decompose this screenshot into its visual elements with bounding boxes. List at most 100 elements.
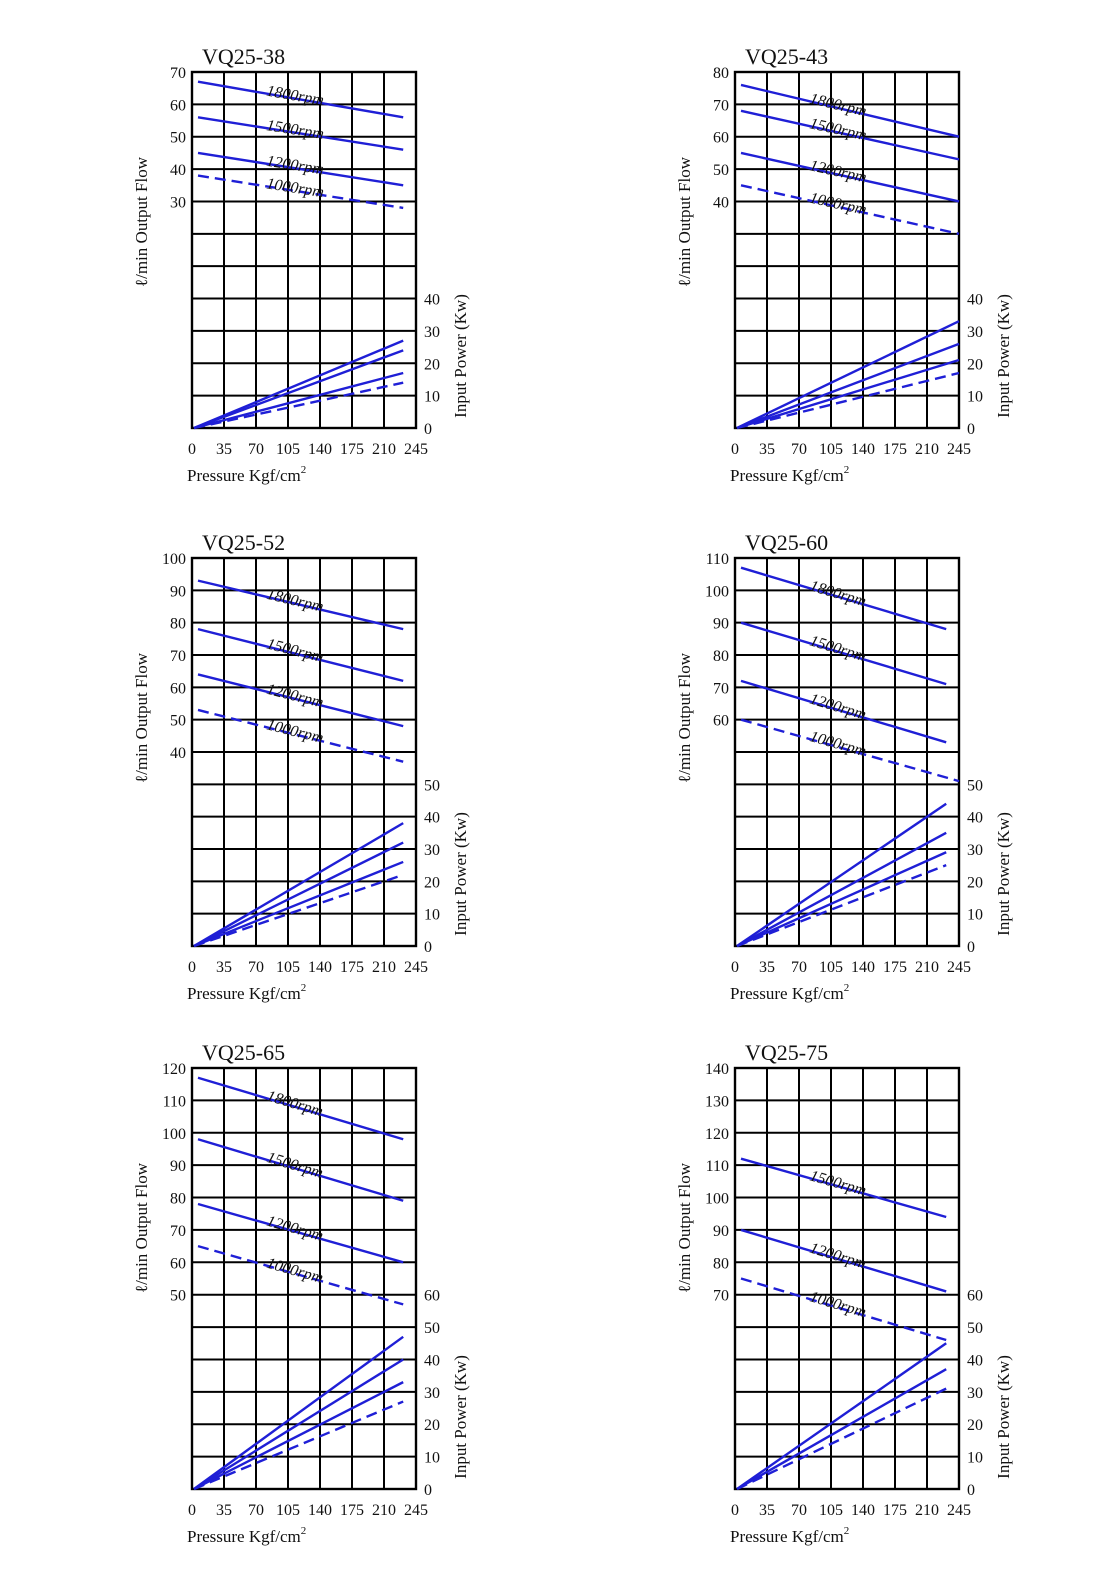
x-tick-label: 105 bbox=[276, 441, 300, 458]
flow-tick-label: 50 bbox=[170, 1288, 186, 1305]
flow-line-1800rpm bbox=[197, 579, 404, 631]
x-tick-label: 245 bbox=[404, 959, 428, 976]
power-tick-label: 20 bbox=[967, 874, 983, 891]
power-tick-label: 50 bbox=[424, 777, 440, 794]
flow-tick-label: 120 bbox=[705, 1126, 729, 1143]
flow-label-1000rpm: 1000rpm bbox=[265, 175, 325, 201]
flow-line-1000rpm bbox=[740, 184, 960, 235]
x-tick-label: 175 bbox=[883, 441, 907, 458]
flow-label-1800rpm: 1800rpm bbox=[265, 1088, 325, 1121]
x-tick-label: 140 bbox=[851, 959, 875, 976]
x-axis-label-superscript: 2 bbox=[301, 1525, 307, 1537]
flow-tick-label: 60 bbox=[713, 713, 729, 730]
power-line-1800rpm bbox=[193, 339, 404, 430]
flow-tick-label: 80 bbox=[170, 1191, 186, 1208]
flow-line-1000rpm bbox=[740, 1277, 947, 1342]
flow-tick-label: 100 bbox=[705, 583, 729, 600]
power-line-1800rpm bbox=[193, 822, 404, 948]
x-tick-label: 105 bbox=[276, 959, 300, 976]
power-line-1000rpm bbox=[193, 381, 404, 430]
y-axis-label-flow: ℓ/min Output Flow bbox=[132, 652, 151, 783]
x-tick-label: 0 bbox=[188, 441, 196, 458]
x-axis-label: Pressure Kgf/cm2 bbox=[187, 464, 306, 485]
x-axis-label-text: Pressure Kgf/cm bbox=[187, 466, 301, 485]
x-tick-label: 175 bbox=[340, 441, 364, 458]
flow-line-1800rpm bbox=[740, 566, 947, 631]
power-tick-label: 40 bbox=[967, 292, 983, 309]
flow-tick-label: 90 bbox=[713, 1223, 729, 1240]
flow-tick-label: 50 bbox=[170, 130, 186, 147]
x-tick-label: 210 bbox=[915, 1502, 939, 1519]
x-axis-label: Pressure Kgf/cm2 bbox=[187, 1525, 306, 1546]
y-axis-label-power: Input Power (Kw) bbox=[451, 812, 470, 936]
x-tick-label: 140 bbox=[308, 959, 332, 976]
flow-tick-label: 70 bbox=[713, 680, 729, 697]
flow-label-1200rpm: 1200rpm bbox=[265, 153, 325, 179]
chart-title: VQ25-75 bbox=[745, 1040, 828, 1065]
power-tick-label: 40 bbox=[424, 1352, 440, 1369]
power-tick-label: 40 bbox=[967, 810, 983, 827]
x-tick-label: 140 bbox=[308, 441, 332, 458]
flow-tick-label: 70 bbox=[170, 65, 186, 82]
flow-tick-label: 60 bbox=[713, 130, 729, 147]
y-axis-label-power: Input Power (Kw) bbox=[994, 812, 1013, 936]
flow-label-1500rpm: 1500rpm bbox=[808, 115, 868, 144]
flow-tick-label: 40 bbox=[713, 194, 729, 211]
x-tick-label: 140 bbox=[308, 1502, 332, 1519]
power-tick-label: 0 bbox=[967, 939, 975, 956]
x-tick-label: 105 bbox=[819, 959, 843, 976]
x-axis-label: Pressure Kgf/cm2 bbox=[730, 982, 849, 1003]
flow-tick-label: 100 bbox=[705, 1191, 729, 1208]
power-tick-label: 30 bbox=[424, 1385, 440, 1402]
power-line-1800rpm bbox=[736, 320, 960, 430]
power-tick-label: 40 bbox=[424, 810, 440, 827]
x-tick-label: 245 bbox=[404, 1502, 428, 1519]
y-axis-label-power: Input Power (Kw) bbox=[451, 1355, 470, 1479]
flow-line-1200rpm bbox=[197, 1202, 404, 1264]
x-tick-label: 245 bbox=[404, 441, 428, 458]
flow-tick-label: 60 bbox=[170, 97, 186, 114]
power-tick-label: 50 bbox=[967, 777, 983, 794]
power-line-1200rpm bbox=[736, 1368, 947, 1491]
x-axis-label-text: Pressure Kgf/cm bbox=[187, 1527, 301, 1546]
x-tick-label: 35 bbox=[216, 441, 232, 458]
power-tick-label: 0 bbox=[967, 421, 975, 438]
y-axis-label-power: Input Power (Kw) bbox=[451, 294, 470, 418]
x-tick-label: 210 bbox=[915, 959, 939, 976]
x-tick-label: 140 bbox=[851, 1502, 875, 1519]
power-tick-label: 50 bbox=[967, 1320, 983, 1337]
y-axis-label-flow: ℓ/min Output Flow bbox=[675, 1162, 694, 1293]
flow-tick-label: 90 bbox=[170, 1158, 186, 1175]
power-tick-label: 10 bbox=[424, 907, 440, 924]
flow-line-1500rpm bbox=[197, 1138, 404, 1202]
x-tick-label: 140 bbox=[851, 441, 875, 458]
flow-tick-label: 80 bbox=[713, 1255, 729, 1272]
flow-tick-label: 60 bbox=[170, 1255, 186, 1272]
x-tick-label: 210 bbox=[372, 959, 396, 976]
flow-label-1000rpm: 1000rpm bbox=[265, 1255, 325, 1287]
power-line-1200rpm bbox=[193, 371, 404, 430]
x-tick-label: 0 bbox=[731, 1502, 739, 1519]
flow-label-1000rpm: 1000rpm bbox=[808, 728, 868, 760]
flow-tick-label: 80 bbox=[713, 648, 729, 665]
flow-tick-label: 40 bbox=[170, 745, 186, 762]
x-tick-label: 245 bbox=[947, 441, 971, 458]
power-tick-label: 50 bbox=[424, 1320, 440, 1337]
x-axis-label-superscript: 2 bbox=[301, 982, 307, 994]
flow-label-1000rpm: 1000rpm bbox=[265, 716, 325, 747]
x-axis-label-text: Pressure Kgf/cm bbox=[730, 466, 844, 485]
power-line-1500rpm bbox=[736, 1342, 947, 1490]
x-tick-label: 105 bbox=[819, 441, 843, 458]
power-tick-label: 60 bbox=[424, 1288, 440, 1305]
flow-tick-label: 100 bbox=[162, 551, 186, 568]
plot-frame bbox=[190, 70, 418, 430]
flow-line-1500rpm bbox=[740, 109, 960, 161]
x-tick-label: 245 bbox=[947, 1502, 971, 1519]
power-line-1500rpm bbox=[193, 1358, 404, 1491]
x-axis-label-text: Pressure Kgf/cm bbox=[730, 984, 844, 1003]
flow-label-1200rpm: 1200rpm bbox=[808, 157, 868, 186]
chart-title: VQ25-38 bbox=[202, 44, 285, 69]
x-tick-label: 175 bbox=[883, 959, 907, 976]
x-tick-label: 0 bbox=[188, 959, 196, 976]
